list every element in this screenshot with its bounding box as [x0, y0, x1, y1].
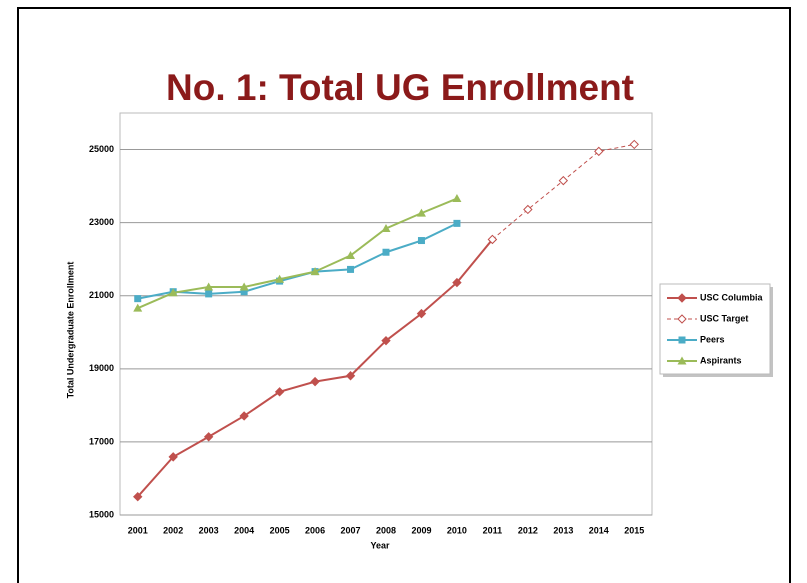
- marker: [168, 288, 178, 297]
- x-tick-label: 2009: [411, 525, 431, 535]
- marker: [678, 336, 686, 344]
- x-tick-label: 2006: [305, 525, 325, 535]
- marker: [134, 295, 142, 303]
- x-axis-title: Year: [370, 540, 390, 550]
- marker: [677, 293, 687, 303]
- marker: [203, 432, 214, 442]
- y-tick-label: 15000: [89, 509, 114, 519]
- marker: [416, 308, 427, 319]
- marker: [168, 452, 178, 462]
- marker: [239, 282, 249, 291]
- x-tick-label: 2007: [341, 525, 361, 535]
- marker: [677, 314, 687, 324]
- marker: [381, 335, 391, 346]
- marker: [453, 219, 461, 227]
- marker: [204, 282, 214, 291]
- x-tick-label: 2014: [589, 525, 609, 535]
- marker: [205, 290, 213, 298]
- marker: [416, 208, 426, 217]
- marker: [239, 411, 249, 421]
- x-tick-label: 2002: [163, 525, 183, 535]
- marker: [382, 248, 390, 256]
- marker: [346, 251, 356, 260]
- marker: [310, 267, 320, 276]
- x-tick-label: 2010: [447, 525, 467, 535]
- y-tick-label: 23000: [89, 217, 114, 227]
- legend-label: USC Columbia: [700, 292, 763, 302]
- marker: [629, 139, 639, 150]
- marker: [133, 303, 143, 312]
- x-tick-label: 2012: [518, 525, 538, 535]
- chart-title: No. 1: Total UG Enrollment: [166, 67, 634, 108]
- marker: [275, 274, 285, 283]
- marker: [487, 234, 498, 245]
- legend-label: Aspirants: [700, 355, 742, 365]
- y-tick-label: 17000: [89, 436, 114, 446]
- marker: [523, 204, 533, 215]
- legend-label: USC Target: [700, 313, 748, 323]
- marker: [347, 265, 355, 273]
- marker: [274, 387, 285, 397]
- series-line: [137, 197, 458, 310]
- marker: [594, 146, 604, 157]
- marker: [240, 288, 248, 296]
- y-axis-title: Total Undergraduate Enrollment: [65, 262, 75, 399]
- x-tick-label: 2003: [199, 525, 219, 535]
- x-tick-label: 2001: [128, 525, 148, 535]
- marker: [310, 376, 320, 387]
- marker: [558, 175, 569, 186]
- marker: [452, 194, 462, 203]
- x-tick-label: 2015: [624, 525, 644, 535]
- marker: [417, 237, 425, 245]
- x-tick-label: 2013: [553, 525, 573, 535]
- y-tick-label: 19000: [89, 363, 114, 373]
- x-tick-label: 2011: [483, 525, 503, 535]
- marker: [345, 371, 356, 381]
- x-tick-label: 2008: [376, 525, 396, 535]
- x-tick-label: 2004: [234, 525, 254, 535]
- marker: [452, 277, 462, 288]
- x-tick-label: 2005: [270, 525, 290, 535]
- marker: [677, 356, 687, 365]
- legend-label: Peers: [700, 334, 725, 344]
- marker: [133, 492, 143, 502]
- y-tick-label: 21000: [89, 290, 114, 300]
- y-tick-label: 25000: [89, 144, 114, 154]
- marker: [381, 223, 391, 232]
